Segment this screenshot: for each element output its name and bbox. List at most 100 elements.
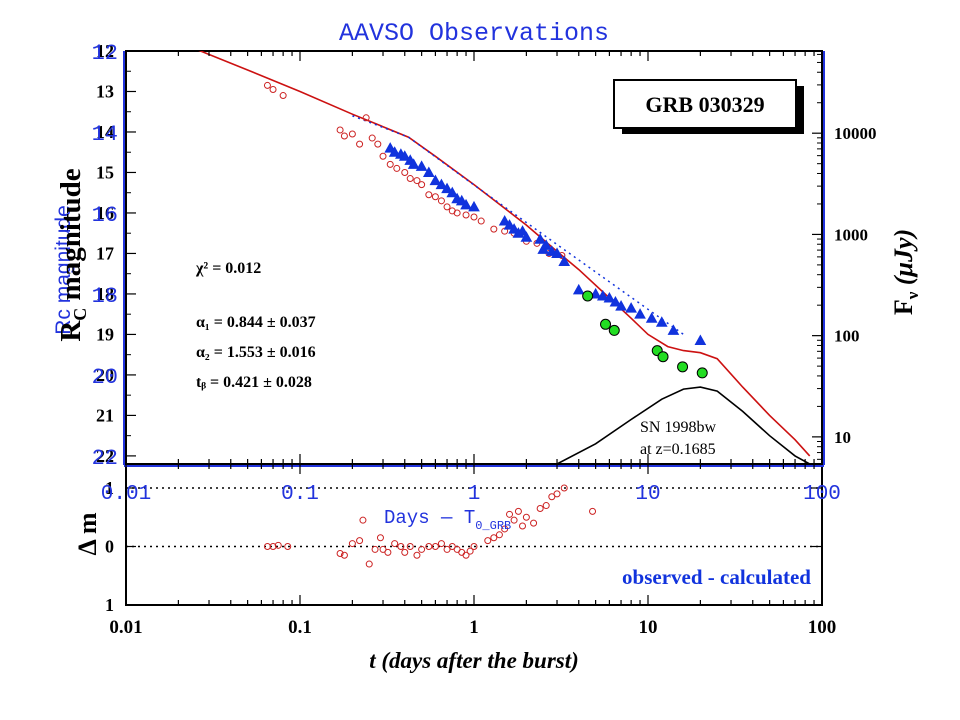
data-point — [393, 164, 401, 172]
x-tick-label: 0.01 — [109, 617, 142, 638]
y-tick-label: 22 — [96, 446, 114, 466]
data-point — [558, 255, 571, 267]
fit-chi2: χ² = 0.012 — [195, 260, 261, 277]
data-point — [407, 158, 420, 169]
data-point — [462, 551, 470, 559]
data-point — [398, 150, 411, 161]
data-point — [667, 324, 680, 335]
data-point — [422, 166, 435, 177]
data-point — [418, 181, 426, 189]
data-point — [388, 146, 401, 157]
data-point — [589, 507, 597, 515]
data-point — [477, 217, 485, 225]
data-point — [435, 178, 448, 190]
data-point — [503, 219, 516, 230]
data-point — [498, 215, 511, 226]
data-point — [418, 545, 426, 553]
data-point — [608, 324, 620, 336]
overlay-x-tick-label: 0.1 — [281, 483, 319, 506]
fit-alpha2: α₂ = 1.553 ± 0.016 — [196, 344, 316, 361]
data-point — [548, 493, 556, 501]
data-point — [520, 231, 533, 242]
y-tick-label: 17 — [96, 243, 114, 263]
data-point — [453, 209, 461, 217]
data-point — [401, 168, 409, 176]
data-point — [677, 361, 689, 373]
data-point — [359, 516, 367, 524]
data-point — [368, 134, 376, 142]
data-point — [625, 302, 637, 313]
overlay-x-tick-label: 1 — [468, 483, 481, 506]
x-tick-label: 100 — [808, 617, 837, 638]
data-point — [415, 160, 428, 171]
data-point — [615, 300, 627, 311]
data-point — [269, 543, 277, 550]
data-point — [462, 211, 470, 219]
data-point — [540, 239, 553, 250]
data-point — [284, 543, 292, 550]
data-point — [495, 531, 503, 539]
data-point — [429, 174, 442, 186]
data-point — [384, 548, 392, 556]
data-point — [446, 186, 459, 198]
data-point — [519, 522, 527, 530]
right-tick-label: 100 — [834, 327, 860, 346]
overlay-y-tick-label: 22 — [92, 446, 118, 471]
data-point — [572, 283, 585, 295]
bottom-xlabel: t (days after the burst) — [369, 648, 579, 673]
grb-label: GRB 030329 — [645, 92, 764, 117]
data-point — [501, 525, 509, 533]
data-point — [406, 543, 414, 550]
x-tick-label: 1 — [469, 617, 479, 638]
fit-tb: tᵦ = 0.421 ± 0.028 — [196, 374, 312, 391]
data-point — [340, 551, 348, 559]
data-point — [425, 191, 433, 199]
fit-alpha1: α₁ = 0.844 ± 0.037 — [196, 314, 316, 331]
data-point — [348, 540, 356, 548]
data-point — [425, 543, 433, 550]
data-point — [609, 296, 622, 307]
data-point — [634, 308, 646, 319]
data-point — [431, 193, 439, 201]
data-point — [413, 177, 421, 185]
data-point — [696, 367, 708, 379]
data-point — [401, 548, 409, 556]
y-tick-label: 20 — [96, 365, 114, 385]
res-y-tick-label: 1 — [105, 478, 114, 498]
data-point — [356, 537, 364, 545]
data-point — [530, 519, 538, 527]
overlay-x-tick-label: 10 — [635, 483, 660, 506]
data-point — [514, 507, 522, 515]
x-tick-label: 0.1 — [288, 617, 312, 638]
data-point — [386, 160, 394, 168]
data-point — [340, 132, 348, 140]
sn-annotation-line1: SN 1998bw — [640, 419, 716, 436]
data-point — [657, 351, 669, 363]
right-tick-label: 10000 — [834, 124, 877, 143]
y-tick-label: 12 — [96, 41, 114, 61]
data-point — [516, 225, 529, 236]
data-point — [553, 490, 561, 498]
data-point — [437, 540, 445, 548]
curve-1 — [352, 115, 684, 336]
data-point — [437, 197, 445, 205]
y-tick-label: 18 — [96, 284, 114, 304]
data-point — [655, 316, 668, 327]
data-point — [468, 200, 480, 212]
data-point — [510, 516, 518, 524]
residual-layer — [126, 484, 822, 568]
res-y-tick-label: 1 — [105, 595, 114, 615]
data-point — [603, 291, 616, 303]
data-point — [263, 81, 271, 89]
data-point — [391, 540, 399, 548]
data-point — [441, 182, 453, 194]
overlay-x-tick-label: 100 — [803, 483, 841, 506]
data-point — [336, 550, 344, 558]
data-point — [645, 312, 658, 323]
grb-label-box — [613, 79, 797, 129]
data-point — [336, 126, 344, 134]
data-point — [536, 504, 544, 512]
data-point — [466, 547, 474, 555]
right-tick-label: 1000 — [834, 225, 868, 244]
